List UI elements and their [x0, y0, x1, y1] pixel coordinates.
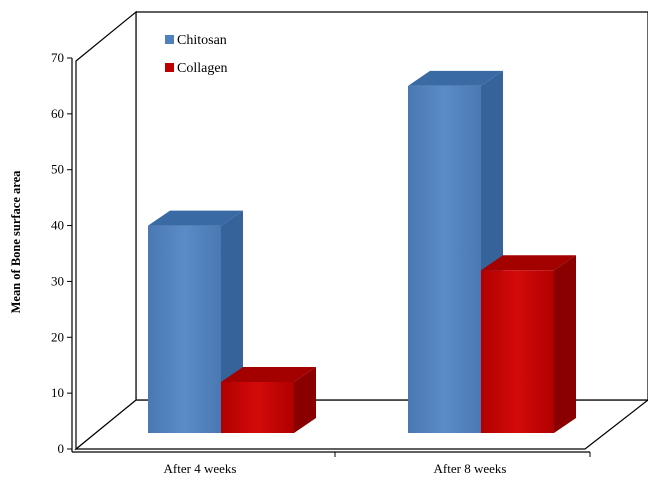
bar-side: [554, 255, 576, 433]
y-axis-ticks: 0 10 20 30 40 50 60 70: [51, 50, 72, 456]
legend-label-chitosan: Chitosan: [177, 33, 227, 48]
bar-front: [221, 381, 294, 433]
bar-collagen-1: [221, 366, 316, 433]
bar-top: [481, 255, 576, 271]
legend-swatch-chitosan: [165, 35, 174, 44]
y-tick-label: 50: [51, 162, 64, 177]
x-tick-label: After 8 weeks: [434, 461, 507, 476]
y-tick-label: 20: [51, 329, 64, 344]
legend: Chitosan Collagen: [165, 33, 228, 76]
bars: [148, 70, 576, 433]
bar-chitosan-1: [148, 210, 243, 433]
y-tick-label: 70: [51, 50, 64, 65]
x-tick-label: After 4 weeks: [164, 461, 237, 476]
bar-top: [221, 366, 316, 382]
bar-front: [148, 225, 221, 433]
y-axis-label: Mean of Bone surface area: [9, 170, 23, 314]
y-tick-label: 10: [51, 385, 64, 400]
bar-front: [408, 85, 481, 433]
x-axis-ticks: After 4 weeks After 8 weeks: [164, 452, 591, 476]
y-tick-label: 60: [51, 106, 64, 121]
y-tick-label: 30: [51, 273, 64, 288]
left-wall: [75, 10, 137, 451]
legend-label-collagen: Collagen: [177, 61, 228, 76]
y-tick-label: 0: [58, 441, 65, 456]
bar-front: [481, 270, 554, 433]
bar-collagen-2: [481, 255, 576, 433]
bar-top: [148, 210, 243, 226]
bar-top: [408, 70, 503, 86]
bar-side: [294, 366, 316, 433]
y-tick-label: 40: [51, 218, 64, 233]
legend-swatch-collagen: [165, 63, 174, 72]
